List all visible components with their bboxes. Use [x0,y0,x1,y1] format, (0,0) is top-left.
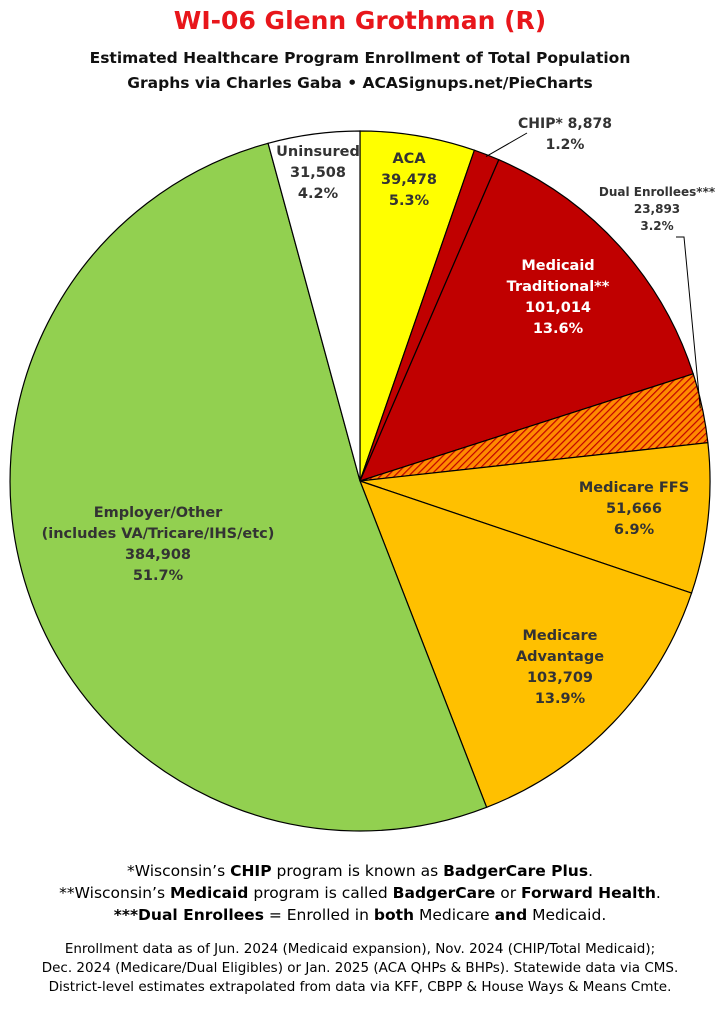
pie-slice-medicare-advantage [358,480,693,809]
slice-label-employer-other-includes-va-tricare-ihs-etc: Employer/Other (includes VA/Tricare/IHS/e… [42,505,275,584]
slice-label-dual-enrollees: Dual Enrollees*** 23,893 3.2% [599,185,716,233]
leader-line-chip [485,132,528,158]
pie-slice-medicare-ffs [359,442,711,594]
chart-subtitle-line-1: Estimated Healthcare Program Enrollment … [89,49,631,67]
pie-chart: ACA 39,478 5.3% CHIP* 8,878 1.2% Medicaid Trad… [9,116,716,832]
data-sources-footer: Enrollment data as of Jun. 2024 (Medicai… [0,940,720,997]
slice-label-chip: CHIP* 8,878 1.2% [518,116,612,153]
pie-slice-medicaid-traditional [358,158,694,482]
footer-line-3: District-level estimates extrapolated fr… [48,979,672,995]
slice-label-medicare-advantage: Medicare Advantage 103,709 13.9% [516,628,604,707]
leader-line-dual-enrollees [676,236,701,409]
slice-label-uninsured: Uninsured 31,508 4.2% [276,144,360,202]
chip-footnote: *Wisconsin’s CHIP program is known as Ba… [126,862,593,880]
chart-subtitle-line-2: Graphs via Charles Gaba • ACASignups.net… [127,74,593,92]
footer-line-1: Enrollment data as of Jun. 2024 (Medicai… [64,941,656,957]
pie-slice-employer-other-includes-va-tricare-ihs-etc [9,142,488,832]
pie-slice-uninsured [267,130,361,482]
slice-label-aca: ACA 39,478 5.3% [381,151,437,209]
chart-title: WI-06 Glenn Grothman (R) [173,6,547,35]
slice-label-medicare-ffs: Medicare FFS 51,666 6.9% [579,480,689,538]
footer-line-2: Dec. 2024 (Medicare/Dual Eligibles) or J… [41,960,679,976]
slice-label-medicaid-traditional: Medicaid Traditional** 101,014 13.6% [507,258,610,337]
medicaid-footnote: **Wisconsin’s Medicaid program is called… [59,884,661,902]
dual-enrollees-footnote: ***Dual Enrollees = Enrolled in both Med… [113,906,607,924]
